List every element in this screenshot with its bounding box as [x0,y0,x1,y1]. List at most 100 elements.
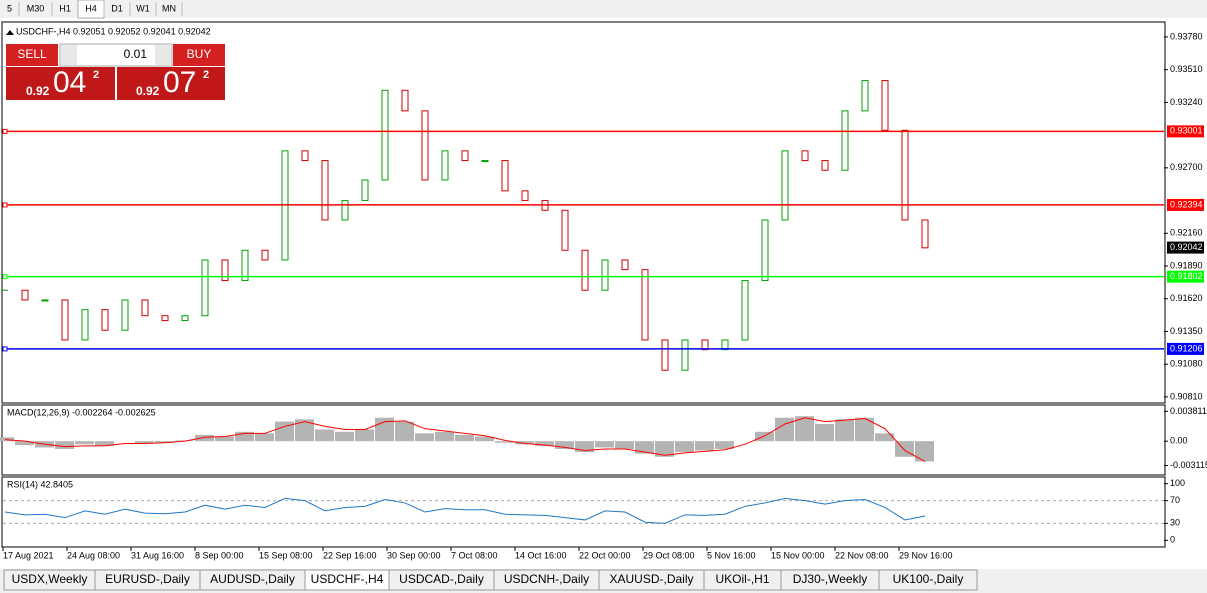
macd-bar [795,416,814,442]
collapse-icon[interactable] [6,30,14,35]
candle [581,249,589,291]
main-panel [1,21,1166,404]
macd-bar [875,433,894,442]
candle [161,315,169,322]
rsi-title: RSI(14) 42.8405 [7,479,73,489]
y-tick-label: 0.93240 [1170,97,1203,107]
tab-label: XAUUSD-,Daily [609,572,693,586]
y-tick-label: 100 [1170,478,1185,488]
macd-bar [15,441,34,446]
candle [461,150,469,162]
macd-bar [75,441,94,445]
timeframe[interactable]: W1 [136,3,150,13]
y-tick-label: 0.00 [1170,436,1188,446]
lot-down[interactable] [61,45,77,65]
candle [141,299,149,317]
tab[interactable] [878,569,978,591]
level-handle[interactable] [2,128,8,134]
level-handle[interactable] [2,202,8,208]
macd-bar [555,441,574,449]
x-tick-label: 29 Nov 16:00 [899,550,953,560]
candle [621,259,629,271]
candle [41,299,49,302]
x-tick-label: 30 Sep 00:00 [387,550,441,560]
level-handle[interactable] [2,346,8,352]
y-tick-label: 0.93510 [1170,64,1203,74]
candle [741,280,749,341]
timeframe[interactable]: M30 [27,3,45,13]
candle [681,339,689,371]
macd-bar [395,421,414,442]
x-tick-label: 7 Oct 08:00 [451,550,498,560]
x-tick-label: 17 Aug 2021 [3,550,54,560]
timeframe[interactable]: MN [162,3,176,13]
y-tick-label: 0.91620 [1170,293,1203,303]
candle [401,89,409,112]
x-tick-label: 8 Sep 00:00 [195,550,244,560]
macd-bar [155,441,174,443]
candle [521,190,529,202]
timeframe[interactable]: 5 [7,3,12,13]
macd-bar [575,441,594,453]
sell-label: SELL [17,47,47,61]
candle [121,299,129,331]
candle [341,200,349,221]
macd-bar [295,419,314,442]
macd-bar [755,431,774,442]
buy-sup: 2 [203,69,209,81]
x-tick-label: 22 Nov 08:00 [835,550,889,560]
tab-label: USDX,Weekly [12,572,88,586]
tab-label: USDCAD-,Daily [399,572,484,586]
y-tick-label: 0 [1170,535,1175,545]
sell-price-box[interactable] [6,67,115,100]
current-price: 0.92042 [1170,242,1203,252]
level-handle[interactable] [2,274,8,280]
candle [661,339,669,371]
buy-price-box[interactable] [117,67,225,100]
macd-bar [495,441,514,443]
macd-bar [615,441,634,449]
candle [181,315,189,322]
macd-bar [595,441,614,448]
candle [101,309,109,331]
x-tick-label: 22 Sep 16:00 [323,550,377,560]
macd-bar [715,441,734,449]
x-tick-label: 14 Oct 16:00 [515,550,567,560]
x-tick-label: 29 Oct 08:00 [643,550,695,560]
candle [921,219,929,249]
macd-bar [215,436,234,442]
candle [221,259,229,282]
macd-bar [95,441,114,446]
lot-up[interactable] [155,45,171,65]
level-label: 0.92394 [1170,199,1203,209]
macd-bar [855,417,874,442]
candle [441,150,449,181]
candle [901,129,909,221]
candle [241,249,249,282]
x-tick-label: 31 Aug 16:00 [131,550,184,560]
timeframe[interactable]: D1 [111,3,123,13]
buy-label: BUY [187,47,212,61]
candle [481,160,489,163]
lot-box[interactable] [59,43,173,67]
rsi-line [4,497,926,524]
candle [561,209,569,251]
timeframe[interactable]: H4 [85,3,97,13]
candle [381,89,389,181]
sell-button[interactable] [6,44,58,66]
candle [361,179,369,202]
buy-button[interactable] [173,44,225,66]
macd-bar [255,433,274,442]
macd-title: MACD(12,26,9) -0.002264 -0.002625 [7,407,156,417]
candle [81,309,89,341]
macd-bar [815,423,834,442]
timeframe[interactable]: H1 [59,3,71,13]
level-label: 0.93001 [1170,126,1203,136]
y-tick-label: 0.92700 [1170,162,1203,172]
y-tick-label: 0.91080 [1170,359,1203,369]
tab-label: DJ30-,Weekly [793,572,867,586]
sell-big: 04 [53,66,86,99]
tab-label: UKOil-,H1 [715,572,769,586]
